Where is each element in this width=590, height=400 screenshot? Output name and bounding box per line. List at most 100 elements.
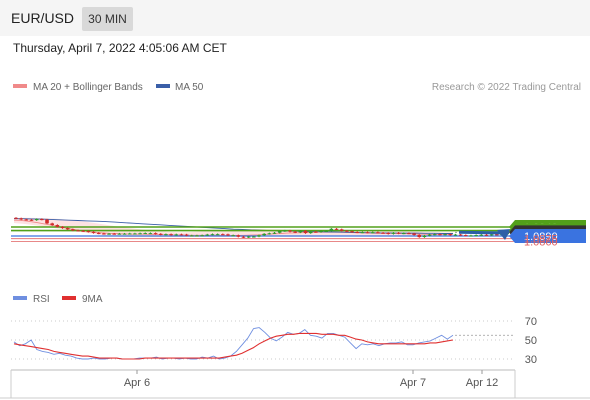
candle-body	[319, 230, 323, 233]
candle-body	[24, 219, 29, 221]
candle-body	[489, 234, 494, 236]
candle-body	[438, 234, 442, 236]
candle-body	[71, 229, 75, 231]
tick-label-apr7: Apr 7	[400, 377, 426, 389]
candle-body	[448, 234, 453, 236]
candle-body	[19, 218, 23, 220]
candle-body	[396, 232, 401, 234]
candle-body	[401, 233, 406, 235]
candle-body	[50, 223, 54, 226]
candle-body	[34, 219, 39, 221]
candle-body	[210, 234, 215, 236]
candle-body	[386, 232, 391, 234]
candle-body	[189, 235, 194, 237]
credit-label: Research © 2022 Trading Central	[432, 82, 581, 93]
header-bar: EUR/USD 30 MIN	[0, 0, 590, 36]
forecast-arrow-head	[497, 229, 511, 240]
candle-body	[474, 235, 478, 237]
candle-body	[184, 234, 189, 236]
candle-body	[45, 219, 49, 224]
candle-body	[376, 232, 380, 234]
ma20-legend-swatch	[13, 84, 27, 88]
candle-body	[81, 230, 86, 232]
candle-body	[215, 234, 220, 236]
candle-body	[324, 230, 328, 232]
candle-body	[303, 230, 308, 234]
candle-body	[195, 235, 199, 237]
candle-body	[422, 235, 427, 238]
ma50-legend-swatch	[156, 84, 170, 88]
rsi-legend-swatch	[13, 296, 27, 300]
candle-body	[370, 232, 375, 234]
candle-body	[432, 234, 437, 236]
candle-body	[288, 230, 292, 232]
candle-body	[65, 228, 70, 230]
candle-body	[117, 233, 122, 235]
candle-body	[314, 231, 318, 233]
candle-body	[102, 233, 106, 235]
price-label-1-0875: 1.0875	[524, 234, 558, 246]
candle-body	[55, 225, 60, 227]
candle-body	[334, 228, 339, 230]
candle-body	[138, 233, 142, 235]
candle-body	[122, 233, 127, 235]
candle-body	[443, 234, 447, 236]
candle-body	[360, 232, 365, 234]
candle-body	[427, 234, 432, 236]
candle-body	[60, 226, 65, 229]
candle-body	[200, 235, 204, 237]
rsi-ma-line	[13, 332, 454, 360]
candle-body	[127, 233, 132, 235]
candle-body	[495, 234, 499, 236]
candle-body	[453, 234, 458, 236]
rsi-ma-legend-label: 9MA	[82, 294, 103, 305]
candle-body	[14, 217, 18, 219]
candle-body	[365, 232, 370, 234]
candle-body	[458, 234, 463, 236]
candle-body	[469, 235, 473, 237]
candle-body	[241, 236, 246, 238]
candle-body	[236, 235, 241, 237]
candle-body	[298, 230, 303, 233]
candle-body	[412, 233, 416, 235]
candle-body	[308, 231, 313, 234]
rsi-line	[13, 327, 454, 360]
candle-body	[463, 235, 468, 237]
candle-body	[417, 234, 422, 238]
price-label-1-0860: 1.0860	[524, 236, 558, 248]
candle-body	[272, 232, 277, 234]
candle-body	[293, 231, 297, 233]
candle-body	[148, 233, 153, 235]
candle-body	[329, 228, 334, 231]
ma20-legend-label: MA 20 + Bollinger Bands	[33, 82, 143, 93]
candle-body	[164, 234, 168, 236]
candle-body	[221, 234, 225, 236]
candle-body	[262, 233, 266, 236]
candle-body	[479, 234, 484, 236]
candle-body	[40, 219, 44, 221]
tick-label-apr12: Apr 12	[466, 377, 498, 389]
candle-body	[91, 231, 96, 233]
candle-body	[96, 232, 101, 234]
candle-body	[143, 233, 148, 235]
candle-body	[76, 230, 80, 232]
rsi-legend-label: RSI	[33, 294, 50, 305]
candle-body	[133, 233, 137, 235]
candle-body	[484, 234, 489, 236]
candle-body	[112, 233, 117, 235]
price-label-1-0890-pointer	[509, 229, 515, 243]
price-label-1-0890-bg	[515, 229, 586, 243]
candle-body	[158, 233, 163, 235]
candle-body	[205, 234, 210, 236]
candle-body	[339, 229, 344, 231]
tick-label-apr6: Apr 6	[124, 377, 150, 389]
candle-body	[257, 235, 261, 237]
timeframe-badge[interactable]: 30 MIN	[82, 7, 133, 31]
candle-body	[107, 233, 111, 235]
ma50-legend-label: MA 50	[175, 82, 204, 93]
candle-body	[267, 233, 272, 235]
candle-body	[226, 234, 230, 236]
rsi-tick-70: 70	[525, 316, 537, 328]
